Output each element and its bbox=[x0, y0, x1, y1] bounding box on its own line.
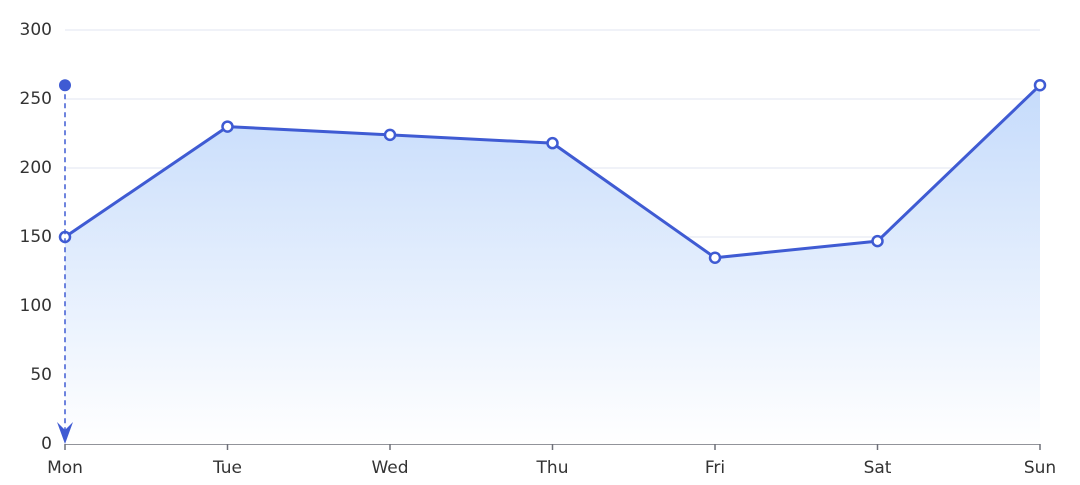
mark-line-arrow bbox=[57, 422, 73, 444]
point bbox=[221, 120, 234, 133]
x-tick-label: Sat bbox=[864, 458, 892, 478]
x-tick-label: Thu bbox=[536, 458, 569, 478]
x-tick-label: Sun bbox=[1024, 458, 1056, 478]
area bbox=[65, 85, 1040, 444]
y-tick-label: 200 bbox=[20, 158, 52, 178]
y-tick-label: 250 bbox=[20, 89, 52, 109]
x-tick-label: Fri bbox=[705, 458, 725, 478]
point bbox=[383, 128, 397, 142]
x-tick-label: Mon bbox=[47, 458, 83, 478]
point bbox=[1033, 78, 1047, 92]
point bbox=[708, 251, 722, 264]
point bbox=[871, 234, 884, 248]
x-tick-label: Tue bbox=[212, 458, 242, 478]
mark-line-start bbox=[59, 79, 71, 92]
y-tick-label: 150 bbox=[20, 227, 52, 247]
y-tick-label: 300 bbox=[20, 20, 52, 40]
y-tick-label: 0 bbox=[41, 434, 52, 454]
y-tick-label: 50 bbox=[30, 365, 52, 385]
y-tick-label: 100 bbox=[20, 296, 52, 316]
point bbox=[546, 136, 559, 150]
x-tick-label: Wed bbox=[371, 458, 408, 478]
